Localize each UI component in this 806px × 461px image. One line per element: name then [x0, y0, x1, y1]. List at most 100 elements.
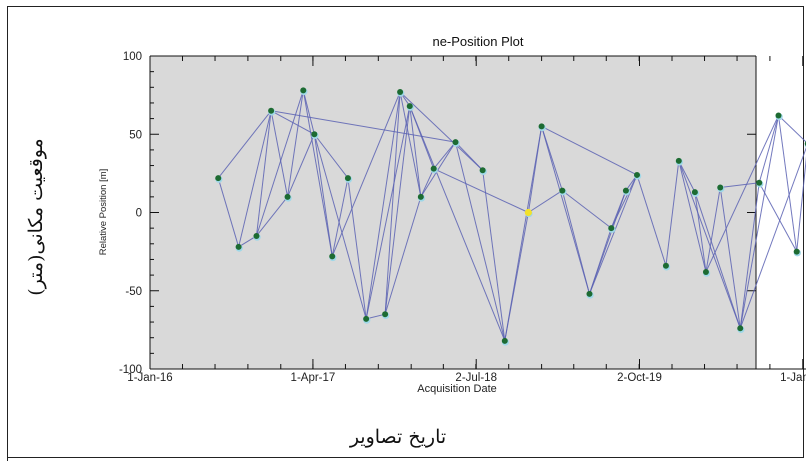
- acquisition-point: [559, 187, 566, 194]
- baseline-edge: [777, 115, 798, 252]
- baseline-edge: [482, 170, 506, 341]
- baseline-edge: [433, 168, 529, 213]
- baseline-edge: [271, 110, 456, 143]
- baseline-edge: [365, 91, 401, 319]
- x-tick-label: 2-Oct-19: [617, 372, 662, 384]
- axis-ticks: [149, 55, 804, 370]
- baseline-edge: [256, 196, 288, 237]
- baseline-edge: [758, 182, 798, 252]
- baseline-edge: [270, 110, 315, 135]
- x-tick-label: 2-Jul-18: [455, 372, 497, 384]
- y-tick-label: -100: [119, 364, 142, 376]
- baseline-edge: [399, 91, 422, 197]
- baseline-edge: [313, 134, 367, 320]
- baseline-edge: [217, 177, 240, 248]
- acquisition-point: [675, 157, 682, 164]
- outer-y-axis-label: موقعیت مکانی(متر): [25, 138, 47, 295]
- acquisition-point: [702, 268, 709, 275]
- acquisition-point: [756, 179, 763, 186]
- acquisition-point: [608, 225, 615, 232]
- acquisition-point: [215, 175, 222, 182]
- x-tick-label: 1-Apr-17: [291, 372, 336, 384]
- acquisition-point: [417, 193, 424, 200]
- baseline-edge: [420, 141, 456, 198]
- baseline-edge: [409, 106, 422, 197]
- baseline-edge: [347, 178, 367, 319]
- reference-point: [524, 208, 532, 217]
- baseline-edge: [287, 134, 315, 198]
- baseline-edge: [541, 126, 590, 295]
- acquisition-point: [284, 193, 291, 200]
- y-tick-label: -50: [125, 286, 142, 298]
- baseline-edge: [694, 192, 707, 273]
- acquisition-point: [775, 112, 782, 119]
- baseline-edge: [455, 141, 484, 171]
- acquisition-point: [430, 165, 437, 172]
- baseline-edge: [720, 182, 760, 188]
- baseline-edge: [694, 191, 741, 329]
- acquisition-point: [793, 248, 800, 255]
- acquisition-point: [622, 187, 629, 194]
- baseline-edge: [331, 177, 349, 257]
- baseline-edge: [384, 91, 401, 315]
- baseline-edge: [758, 115, 779, 183]
- baseline-edge: [384, 106, 411, 315]
- baseline-edge: [365, 105, 411, 320]
- acquisition-point: [479, 167, 486, 174]
- y-tick-label: 0: [136, 208, 142, 220]
- baseline-edge: [739, 115, 779, 329]
- baseline-edge: [589, 174, 638, 295]
- baseline-edge: [287, 90, 304, 197]
- x-tick-label: 1-Jan-16: [127, 372, 172, 384]
- acquisition-point: [300, 87, 307, 94]
- x-tick-labels: 1-Jan-16 1-Apr-17 2-Jul-18 2-Oct-19 1-Jan-21: [127, 372, 806, 384]
- acquisition-point: [329, 253, 336, 260]
- baseline-edge: [678, 160, 707, 273]
- baseline-edge: [420, 168, 435, 198]
- acquisition-point: [382, 311, 389, 318]
- y-axis-label: Relative Position [m]: [98, 169, 109, 256]
- x-axis-label: Acquisition Date: [417, 383, 497, 395]
- acquisition-point: [452, 139, 459, 146]
- baseline-edge: [678, 160, 741, 329]
- chart-title: ne-Position Plot: [432, 34, 523, 49]
- acquisition-point: [633, 171, 640, 178]
- acquisition-point: [737, 325, 744, 332]
- baseline-edge: [678, 160, 696, 193]
- baseline-edge: [238, 235, 257, 248]
- acquisition-point: [586, 290, 593, 297]
- baseline-edge: [562, 190, 612, 229]
- acquisition-point: [253, 232, 260, 239]
- baseline-edge: [705, 115, 779, 273]
- acquisition-point: [717, 184, 724, 191]
- baseline-edge: [331, 91, 401, 257]
- x-tick-label: 1-Jan-21: [780, 372, 806, 384]
- acquisition-point: [268, 107, 275, 114]
- y-tick-label: 50: [129, 129, 142, 141]
- outer-x-axis-label: تاریخ تصاویر: [349, 426, 446, 448]
- acquisition-point: [363, 315, 370, 322]
- baseline-edge: [739, 182, 760, 329]
- acquisition-point: [662, 262, 669, 269]
- acquisition-point: [406, 103, 413, 110]
- baseline-edge: [302, 90, 333, 257]
- baseline-edge: [561, 190, 590, 295]
- baseline-edge: [610, 190, 627, 229]
- baseline-edge: [217, 110, 272, 179]
- acquisition-points: [215, 87, 806, 346]
- baseline-edge: [527, 126, 543, 213]
- baseline-edge: [778, 115, 806, 143]
- acquisition-point: [501, 337, 508, 344]
- baseline-edge: [528, 190, 563, 213]
- baseline-edge: [739, 147, 806, 329]
- baseline-edge: [455, 141, 506, 341]
- baseline-network: [217, 90, 806, 342]
- acquisition-point: [538, 123, 545, 130]
- baseline-edge: [270, 110, 289, 197]
- baseline-edge: [589, 190, 627, 295]
- baseline-edge: [313, 134, 333, 257]
- baseline-edge: [719, 187, 741, 329]
- acquisition-point: [235, 243, 242, 250]
- y-tick-labels: 100 50 0 -50 -100: [119, 51, 142, 376]
